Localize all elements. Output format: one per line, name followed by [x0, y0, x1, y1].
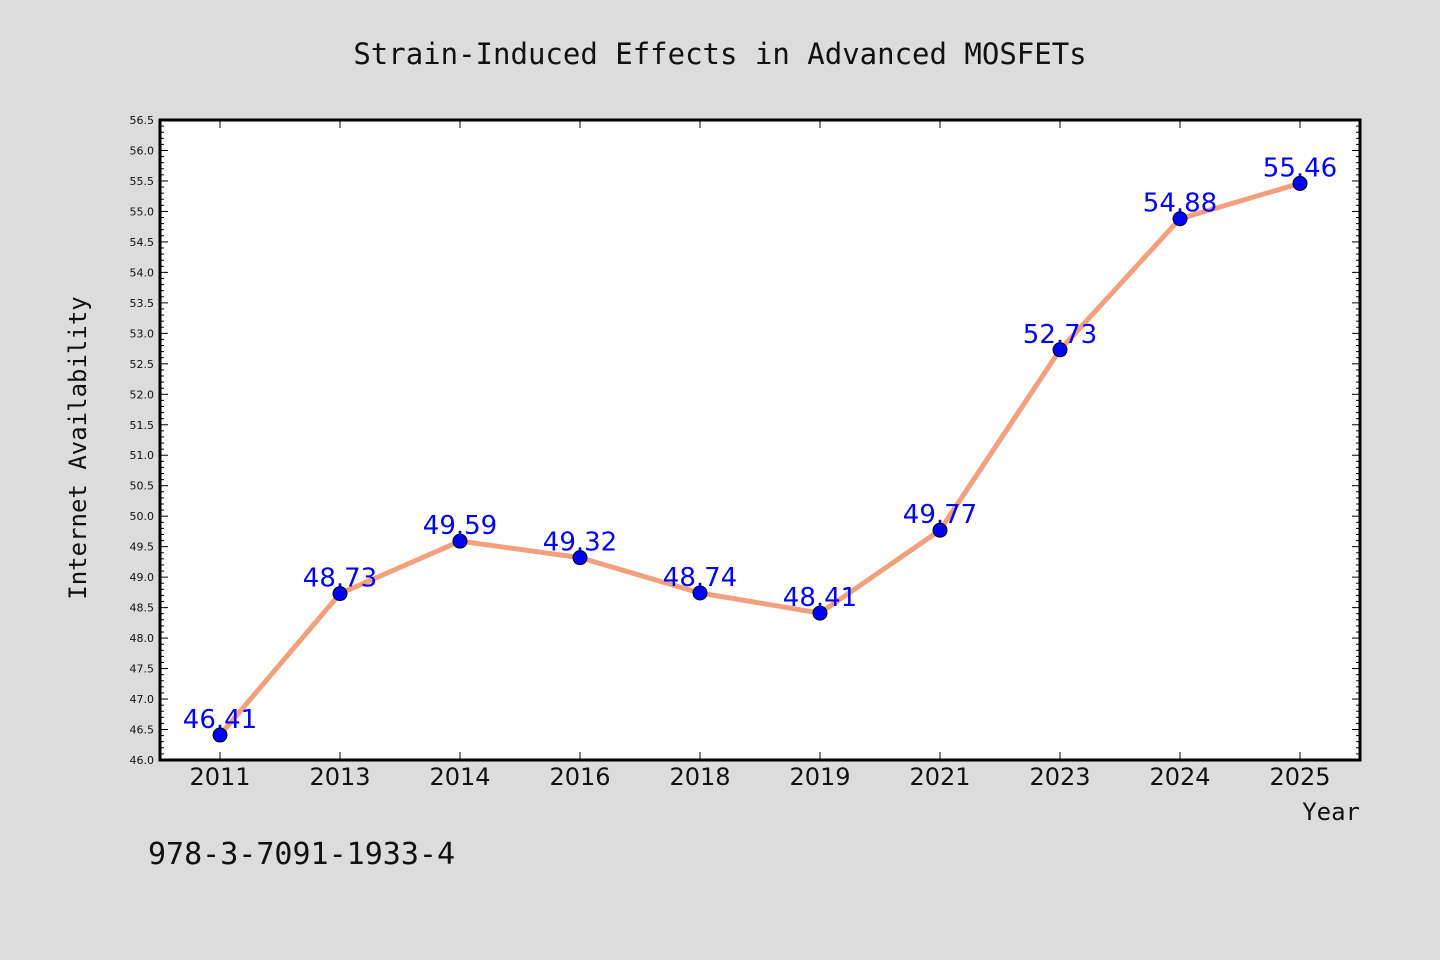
- series-line: [212, 175, 1308, 743]
- data-label: 49.32: [543, 528, 617, 558]
- plot-area: [160, 120, 1360, 760]
- y-tick-label: 50.0: [130, 510, 155, 523]
- y-tick-label: 54.5: [130, 236, 155, 249]
- y-tick-label: 53.0: [130, 327, 155, 340]
- x-tick-label: 2025: [1269, 763, 1330, 791]
- chart-title: Strain-Induced Effects in Advanced MOSFE…: [353, 37, 1086, 71]
- x-tick-label: 2013: [309, 763, 370, 791]
- y-tick-label: 48.0: [130, 632, 155, 645]
- data-label: 48.41: [783, 583, 857, 613]
- data-point: [1292, 175, 1308, 191]
- data-label: 52.73: [1023, 320, 1097, 350]
- y-tick-label: 56.5: [130, 114, 155, 127]
- series-path: [217, 180, 1303, 738]
- data-point: [932, 522, 948, 538]
- y-axis: 46.0 46.5 47.0 47.5 48.0 48.5 49.0 49.5 50.0 50.5…: [130, 114, 1360, 767]
- y-tick-label: 51.0: [130, 449, 155, 462]
- y-tick-label: 56.0: [130, 144, 155, 157]
- data-point: [572, 550, 588, 566]
- data-label: 54.88: [1143, 189, 1217, 219]
- data-label: 49.59: [423, 511, 497, 541]
- y-tick-label: 48.5: [130, 602, 155, 615]
- y-tick-label: 53.5: [130, 297, 155, 310]
- data-point: [1052, 342, 1068, 358]
- data-point: [812, 605, 828, 621]
- y-tick-label: 49.0: [130, 571, 155, 584]
- y-tick-label: 46.5: [130, 724, 155, 737]
- y-tick-label: 46.0: [130, 754, 155, 767]
- data-point: [212, 727, 228, 743]
- x-tick-label: 2024: [1149, 763, 1210, 791]
- y-tick-label: 52.5: [130, 358, 155, 371]
- x-tick-label: 2019: [789, 763, 850, 791]
- y-tick-label: 47.0: [130, 693, 155, 706]
- data-point: [452, 533, 468, 549]
- data-label: 49.77: [903, 500, 977, 530]
- y-axis-label: Internet Availability: [64, 296, 92, 599]
- y-tick-label: 52.0: [130, 388, 155, 401]
- data-point: [332, 586, 348, 602]
- y-tick-label: 55.5: [130, 175, 155, 188]
- data-labels: 46.41 48.73 49.59 49.32 48.74 48.41 49.77 52.73…: [183, 153, 1337, 735]
- plot-frame: [158, 118, 1362, 762]
- data-label: 55.46: [1263, 153, 1337, 183]
- x-tick-label: 2016: [549, 763, 610, 791]
- x-tick-label: 2021: [909, 763, 970, 791]
- y-tick-label: 49.5: [130, 541, 155, 554]
- x-tick-label: 2014: [429, 763, 490, 791]
- y-tick-label: 55.0: [130, 205, 155, 218]
- data-label: 48.74: [663, 563, 737, 593]
- y-tick-label: 47.5: [130, 663, 155, 676]
- data-point: [1172, 211, 1188, 227]
- y-tick-label: 50.5: [130, 480, 155, 493]
- isbn-annotation: 978-3-7091-1933-4: [148, 837, 455, 872]
- data-point: [692, 585, 708, 601]
- x-tick-label: 2018: [669, 763, 730, 791]
- x-tick-label: 2023: [1029, 763, 1090, 791]
- y-tick-label: 51.5: [130, 419, 155, 432]
- y-tick-label: 54.0: [130, 266, 155, 279]
- data-label: 48.73: [303, 564, 377, 594]
- x-axis-label: Year: [1302, 798, 1360, 826]
- x-tick-label: 2011: [189, 763, 250, 791]
- data-label: 46.41: [183, 705, 257, 735]
